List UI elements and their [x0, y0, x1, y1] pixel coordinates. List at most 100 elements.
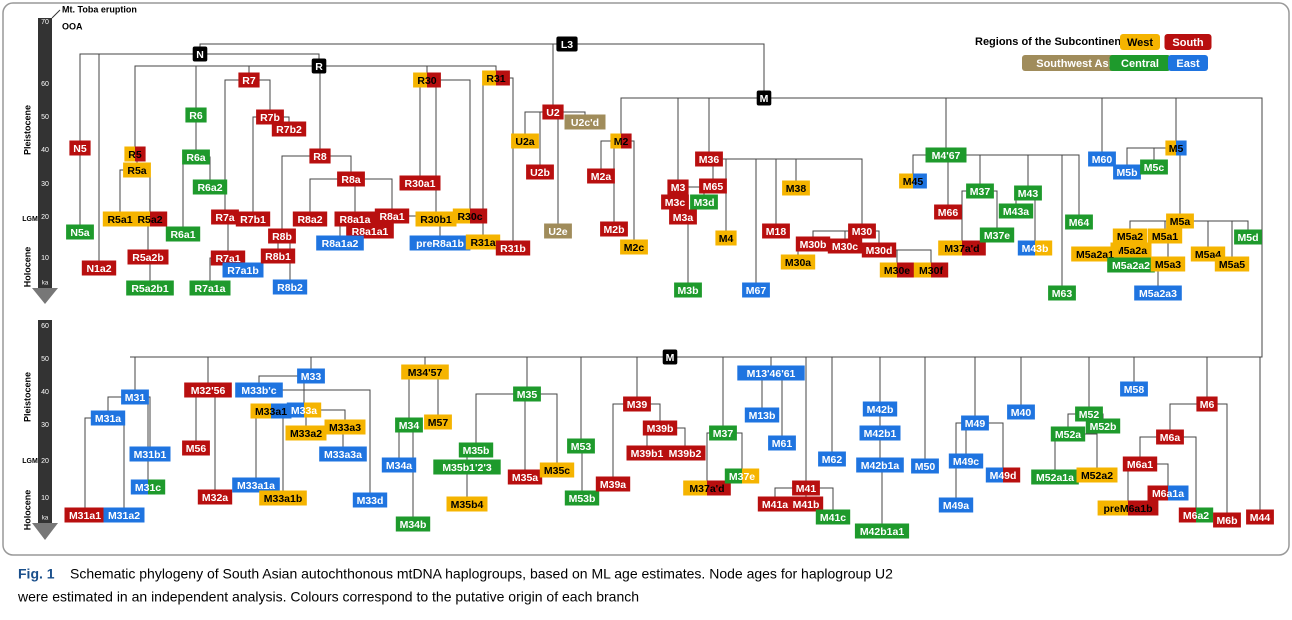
node: M39a — [595, 476, 631, 492]
node: M58 — [1120, 381, 1148, 397]
node: M2 — [610, 133, 632, 149]
node: R31a — [465, 234, 501, 250]
node-label: M40 — [1011, 407, 1032, 419]
tick-label: 40 — [41, 389, 49, 396]
node-label: M60 — [1092, 154, 1113, 166]
node-box — [415, 211, 457, 227]
node-box — [272, 279, 308, 295]
node-label: R8a1a — [340, 214, 371, 226]
node-label: U2b — [530, 167, 550, 179]
node-label: M37a'd — [944, 243, 979, 255]
node-box — [182, 149, 210, 165]
edge — [670, 356, 1261, 517]
node-box — [542, 104, 564, 120]
node: R30a1 — [399, 175, 441, 191]
node-label: R5a2 — [137, 214, 162, 226]
node-label: M49c — [953, 456, 979, 468]
node-label: M33b'c — [241, 385, 276, 397]
node-label: M42b — [867, 404, 894, 416]
node-box — [931, 262, 949, 278]
node-box — [346, 223, 394, 239]
node: M35b4 — [446, 496, 488, 512]
caption-label: Fig. 1 — [18, 566, 55, 582]
node-label: M30b — [800, 239, 827, 251]
node: M42b — [862, 401, 898, 417]
node-label: M34 — [399, 420, 420, 432]
node: R6a1 — [165, 226, 201, 242]
node-label: M6a1 — [1127, 459, 1153, 471]
node-box — [1112, 228, 1148, 244]
node: M32'56 — [184, 382, 232, 398]
node-box — [324, 419, 366, 435]
node-label: M37 — [713, 428, 734, 440]
node-box — [948, 453, 984, 469]
node: M67 — [742, 282, 770, 298]
node-box — [962, 240, 986, 256]
tick-label: 30 — [41, 422, 49, 429]
node: M5a5 — [1214, 256, 1250, 272]
node: M62 — [818, 451, 846, 467]
node-label: M6 — [1200, 399, 1215, 411]
node-box — [1214, 256, 1250, 272]
node-box — [64, 507, 106, 523]
node-box — [192, 46, 208, 62]
node: R8 — [309, 148, 331, 164]
node-box — [424, 414, 452, 430]
node: M3b — [674, 282, 702, 298]
node-label: M3b — [678, 285, 699, 297]
node: M6a2 — [1178, 507, 1214, 523]
node: R31b — [495, 240, 531, 256]
node-box — [304, 402, 322, 418]
node: M30f — [913, 262, 949, 278]
node: M33a1b — [259, 490, 307, 506]
node-box — [189, 280, 231, 296]
node: M30 — [848, 223, 876, 239]
period-label: LGM — [22, 216, 38, 223]
tick-label: 20 — [41, 214, 49, 221]
legend-title: Regions of the Subcontinent: — [975, 36, 1128, 48]
node-box — [69, 140, 91, 156]
node-box — [311, 58, 327, 74]
node: M13b — [744, 407, 780, 423]
node-label: M52a1a — [1036, 472, 1074, 484]
tick-label: 60 — [41, 81, 49, 88]
node-label: R30 — [417, 75, 436, 87]
node: N — [192, 46, 208, 62]
node-label: M58 — [1124, 384, 1145, 396]
node-box — [938, 240, 963, 256]
node: M41b — [788, 496, 824, 512]
period-label: Pleistocene — [22, 105, 32, 155]
node: M64 — [1065, 214, 1093, 230]
node-box — [399, 175, 441, 191]
node: R5a2 — [132, 211, 168, 227]
node: M63 — [1048, 285, 1076, 301]
node-box — [319, 446, 367, 462]
node-box — [1113, 164, 1141, 180]
node-label: M52a — [1055, 429, 1081, 441]
node-label: M33a — [291, 405, 317, 417]
node-box — [899, 173, 914, 189]
node-box — [544, 223, 572, 239]
node: M43a — [998, 203, 1034, 219]
node-box — [1196, 396, 1218, 412]
node-label: M35b4 — [451, 499, 484, 511]
node-box — [1166, 213, 1194, 229]
node-label: M39b — [647, 423, 674, 435]
legend-swatch — [1168, 55, 1208, 71]
node-box — [1178, 507, 1197, 523]
node-box — [184, 382, 232, 398]
node: M3 — [667, 179, 689, 195]
node: M52a — [1050, 426, 1086, 442]
node-box — [1050, 426, 1086, 442]
node-label: M31 — [125, 392, 146, 404]
node-box — [1156, 429, 1184, 445]
node-label: R5a — [127, 165, 146, 177]
node-box — [848, 223, 876, 239]
node-box — [401, 364, 449, 380]
node: M53b — [564, 490, 600, 506]
node-box — [1076, 467, 1118, 483]
node: M60 — [1088, 151, 1116, 167]
node-label: M5a2a3 — [1139, 288, 1177, 300]
node: M30b — [795, 236, 831, 252]
node-label: M37 — [970, 186, 991, 198]
